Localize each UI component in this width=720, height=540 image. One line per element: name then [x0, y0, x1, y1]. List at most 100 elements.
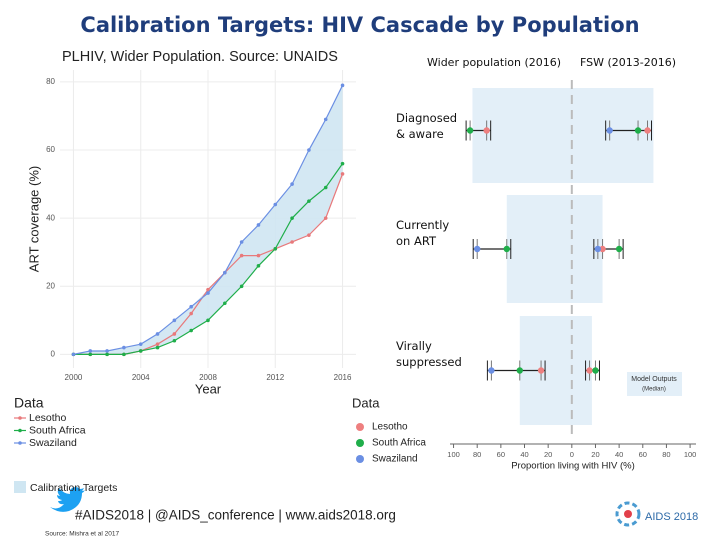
legend-band-swatch: [14, 481, 26, 493]
legend-label: South Africa: [29, 424, 86, 436]
data-dot: [634, 127, 642, 134]
source-note: Source: Mishra et al 2017: [45, 531, 119, 538]
data-point: [307, 148, 311, 152]
x-tick-label: 0: [570, 450, 574, 459]
footer-text: #AIDS2018 | @AIDS_conference | www.aids2…: [75, 508, 396, 523]
x-tick-label: 60: [497, 450, 505, 459]
data-point: [189, 328, 193, 333]
data-point: [256, 253, 261, 258]
x-tick-label: 80: [473, 450, 481, 459]
legend-label: Lesotho: [372, 422, 408, 433]
data-point: [273, 202, 278, 207]
x-tick-label: 2004: [132, 373, 150, 382]
data-dot: [516, 367, 523, 374]
calibration-band: [73, 85, 343, 355]
data-dot: [644, 127, 651, 134]
data-dot: [474, 245, 481, 253]
data-point: [155, 342, 160, 346]
data-dot: [615, 245, 623, 253]
x-tick-label: 2016: [334, 373, 352, 382]
data-point: [290, 216, 294, 220]
data-point: [323, 185, 328, 190]
data-dot: [466, 127, 474, 134]
legend-label: Swaziland: [372, 454, 418, 465]
data-point: [290, 240, 294, 244]
data-dot: [599, 245, 606, 253]
row-label: Diagnosed & aware: [396, 111, 458, 141]
data-point: [88, 349, 93, 353]
data-point: [307, 233, 311, 237]
legend-swatch-dot: [18, 428, 22, 433]
data-point: [340, 172, 345, 176]
data-point: [223, 270, 227, 275]
data-dot: [586, 367, 593, 374]
data-point: [239, 240, 244, 244]
data-point: [155, 332, 160, 336]
x-tick-label: 2012: [266, 373, 284, 382]
model-output-key: [627, 372, 682, 396]
legend-swatch: [356, 439, 364, 447]
y-tick-label: 20: [46, 281, 55, 290]
x-tick-label: 100: [684, 450, 697, 459]
data-dot: [606, 127, 613, 134]
data-point: [206, 291, 210, 295]
logo-text: AIDS 2018: [645, 511, 698, 523]
data-point: [307, 199, 311, 203]
data-point: [88, 352, 93, 357]
data-point: [172, 332, 177, 336]
row-label: Virally suppressed: [396, 339, 462, 369]
data-point: [256, 264, 261, 268]
x-tick-label: 20: [591, 450, 599, 459]
data-point: [155, 345, 160, 350]
x-tick-label: 40: [615, 450, 623, 459]
y-tick-label: 60: [46, 145, 55, 154]
legend-label: South Africa: [372, 438, 426, 449]
data-point: [172, 338, 177, 343]
data-dot: [592, 367, 599, 374]
data-point: [239, 284, 244, 289]
x-axis-title: Year: [195, 381, 222, 396]
legend-title: Data: [14, 395, 44, 411]
model-output-subtitle: (Median): [642, 387, 666, 393]
legend-label: Swaziland: [29, 437, 77, 449]
data-dot: [483, 127, 490, 134]
model-output-title: Model Outputs: [631, 376, 677, 383]
legend-label: Lesotho: [29, 412, 67, 424]
twitter-icon: [50, 487, 85, 512]
data-point: [122, 345, 126, 350]
x-tick-label: 40: [520, 450, 528, 459]
data-point: [340, 83, 345, 88]
legend-swatch-dot: [18, 416, 22, 420]
data-point: [105, 349, 109, 353]
data-point: [105, 352, 109, 357]
legend-title: Data: [352, 395, 380, 410]
data-point: [189, 311, 193, 316]
model-output-range: [506, 195, 603, 303]
slide-title: Calibration Targets: HIV Cascade by Popu…: [80, 13, 639, 37]
data-point: [323, 117, 328, 122]
data-point: [223, 301, 227, 306]
row-label: Currently on ART: [396, 218, 450, 248]
x-tick-label: 20: [544, 450, 552, 459]
y-tick-label: 40: [46, 213, 55, 222]
x-tick-label: 80: [662, 450, 670, 459]
data-dot: [488, 367, 495, 374]
legend-swatch: [356, 423, 364, 431]
legend-swatch: [356, 455, 364, 463]
data-point: [71, 352, 76, 357]
data-dot: [537, 367, 545, 374]
data-point: [290, 182, 294, 186]
x-tick-label: 2000: [65, 373, 83, 382]
header-right: FSW (2013-2016): [580, 56, 676, 69]
model-output-range: [472, 88, 654, 183]
data-dot: [503, 245, 510, 253]
data-point: [138, 349, 143, 353]
y-tick-label: 80: [46, 77, 55, 86]
data-point: [138, 342, 143, 346]
logo-icon-core: [624, 510, 632, 518]
data-point: [189, 304, 193, 309]
data-point: [206, 318, 210, 323]
data-point: [239, 253, 244, 258]
